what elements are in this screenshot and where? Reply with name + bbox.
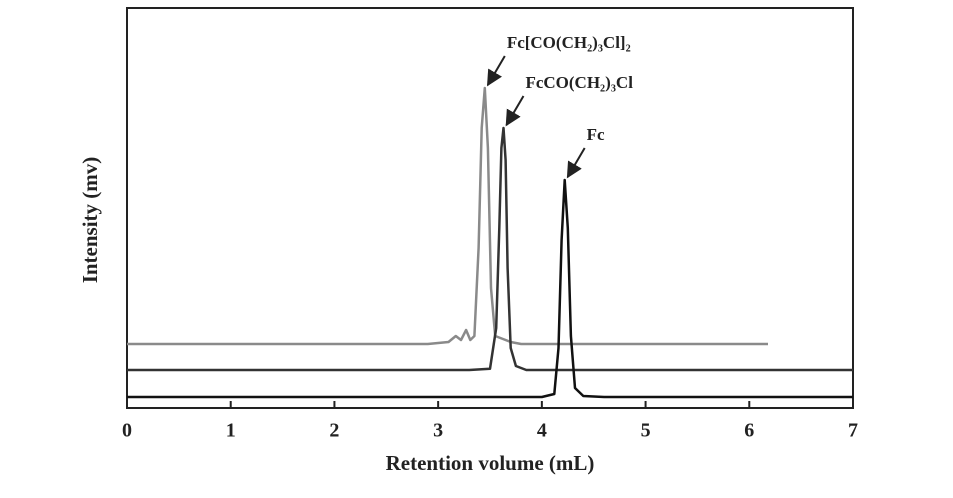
series-line bbox=[127, 126, 853, 372]
series-line bbox=[127, 178, 853, 399]
annotation: FcCO(CH₂)₃Cl bbox=[525, 73, 633, 92]
x-tick-label: 1 bbox=[226, 420, 236, 442]
x-tick-label: 3 bbox=[433, 420, 443, 442]
x-tick-label: 5 bbox=[641, 420, 651, 442]
y-axis-label: Intensity (mv) bbox=[78, 157, 102, 284]
plot-frame bbox=[126, 7, 854, 409]
annotation-arrow bbox=[486, 55, 506, 87]
annotation-arrow bbox=[505, 95, 525, 127]
series-line bbox=[127, 86, 768, 346]
x-tick-label: 0 bbox=[122, 420, 132, 442]
x-tick-label: 2 bbox=[329, 420, 339, 442]
x-tick-label: 4 bbox=[537, 420, 547, 442]
x-tick-label: 6 bbox=[744, 420, 754, 442]
annotation: Fc[CO(CH₂)₃Cl]₂ bbox=[507, 33, 631, 52]
x-axis-label: Retention volume (mL) bbox=[386, 451, 595, 475]
annotation: Fc bbox=[587, 125, 605, 144]
x-tick-label: 7 bbox=[848, 420, 858, 442]
annotation-arrow bbox=[566, 147, 586, 179]
